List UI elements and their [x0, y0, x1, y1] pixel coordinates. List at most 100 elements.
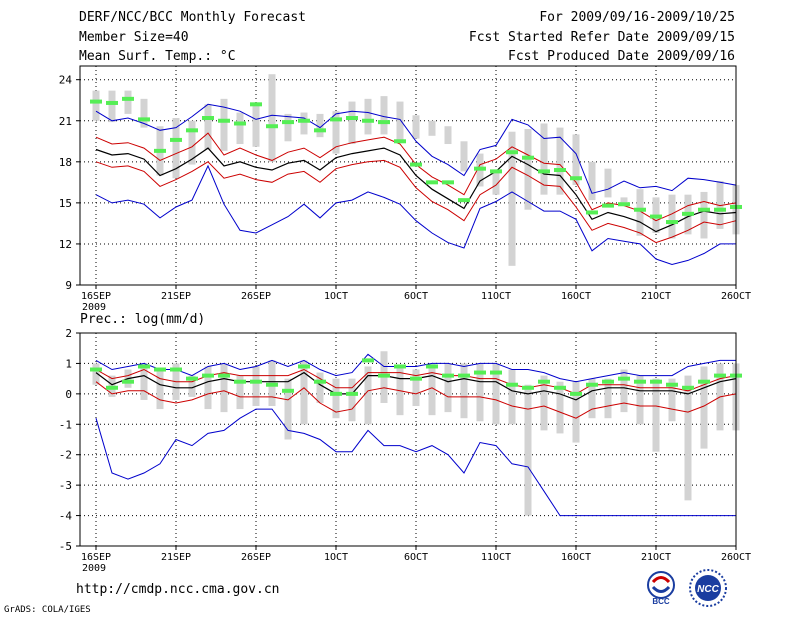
temp-member-box: [252, 104, 260, 147]
refer-date: Fcst Started Refer Date 2009/09/15: [468, 30, 735, 45]
temp-median-marker: [618, 202, 630, 207]
temp-median-marker: [218, 118, 230, 123]
prec-member-box: [604, 378, 612, 419]
member-size-label: Member Size=40: [79, 30, 189, 45]
temp-member-box: [492, 170, 500, 195]
prec-member-box: [636, 375, 644, 425]
prec-member-box: [332, 378, 340, 419]
temp-member-box: [284, 113, 292, 142]
prec-median-marker: [186, 376, 198, 381]
prec-median-marker: [458, 373, 470, 378]
temp-median-marker: [570, 176, 582, 181]
temp-member-box: [604, 168, 612, 198]
temp-median-marker: [330, 117, 342, 122]
temp-member-box: [668, 194, 676, 239]
temp-median-marker: [186, 128, 198, 133]
prec-member-box: [540, 375, 548, 431]
prec-spread-lower-line: [95, 381, 737, 419]
prec-member-box: [284, 378, 292, 440]
prec-median-marker: [666, 382, 678, 387]
temp-xtick-label: 6OCT: [404, 291, 428, 302]
prec-member-box: [572, 381, 580, 443]
prec-member-box: [684, 375, 692, 501]
prec-member-box: [700, 366, 708, 449]
ncc-logo: NCC: [689, 569, 727, 607]
prec-member-box: [668, 378, 676, 422]
prec-xtick-label: 21OCT: [641, 552, 671, 563]
precipitation-panel: Prec.: log(mm/d) -5 -4 -3 -2 -1 0 1 2 16SEP 21SEP 2…: [59, 312, 751, 574]
temp-median-marker: [154, 148, 166, 153]
prec-xaxis-year: 2009: [82, 563, 106, 574]
prec-spread-upper-line: [95, 368, 737, 395]
prec-member-box: [620, 369, 628, 413]
prec-median-marker: [698, 379, 710, 384]
temp-median-marker: [282, 120, 294, 125]
temp-xtick-label: 26OCT: [721, 291, 751, 302]
prec-member-box: [412, 369, 420, 407]
prec-median-marker: [154, 367, 166, 372]
temp-member-box: [268, 74, 276, 162]
temp-xtick-label: 11OCT: [481, 291, 511, 302]
prec-ytick-label: 1: [65, 357, 72, 370]
temp-median-marker: [698, 207, 710, 212]
prec-median-marker: [218, 373, 230, 378]
temp-median-marker: [202, 116, 214, 121]
prec-median-marker: [394, 364, 406, 369]
temp-median-marker: [458, 198, 470, 203]
prec-xtick-label: 11OCT: [481, 552, 511, 563]
temp-median-marker: [474, 166, 486, 171]
temp-xtick-label: 1OCT: [324, 291, 348, 302]
temp-median-marker: [426, 180, 438, 185]
temp-member-box: [140, 98, 148, 128]
prec-member-box: [460, 363, 468, 419]
temp-median-marker: [522, 155, 534, 160]
prec-median-marker: [474, 370, 486, 375]
temp-member-box: [332, 111, 340, 154]
prec-ytick-label: -1: [59, 418, 72, 431]
temp-median-marker: [234, 121, 246, 126]
temp-member-box: [364, 98, 372, 135]
temp-member-box: [108, 90, 116, 123]
temp-median-marker: [682, 211, 694, 216]
prec-median-marker: [714, 373, 726, 378]
temp-median-marker: [106, 100, 118, 105]
temp-median-marker: [90, 99, 102, 104]
prec-member-box: [316, 372, 324, 403]
temp-median-marker: [298, 118, 310, 123]
prec-member-box: [220, 363, 228, 413]
temp-median-marker: [378, 120, 390, 125]
temp-median-marker: [490, 169, 502, 174]
prec-median-marker: [106, 385, 118, 390]
temp-envelope-min-line: [95, 164, 736, 266]
prec-xtick-label: 16SEP: [81, 552, 111, 563]
temp-member-box: [700, 191, 708, 239]
temp-member-box: [620, 197, 628, 206]
prec-median-marker: [442, 373, 454, 378]
temp-member-box: [572, 134, 580, 186]
prec-median-marker: [586, 382, 598, 387]
temp-median-marker: [538, 169, 550, 174]
prec-ytick-label: 0: [65, 388, 72, 401]
temp-member-box: [188, 120, 196, 165]
temp-median-marker: [586, 210, 598, 215]
prec-xtick-label: 26OCT: [721, 552, 751, 563]
prec-ytick-label: -5: [59, 540, 72, 553]
temp-member-box: [380, 96, 388, 135]
prec-median-marker: [298, 364, 310, 369]
temp-median-marker: [410, 162, 422, 167]
prec-ytick-label: -2: [59, 449, 72, 462]
prec-median-marker: [378, 373, 390, 378]
temp-member-box: [460, 141, 468, 172]
forecast-period: For 2009/09/16-2009/10/25: [539, 10, 735, 25]
prec-member-box: [476, 363, 484, 422]
source-url[interactable]: http://cmdp.ncc.cma.gov.cn: [76, 582, 280, 597]
prec-median-marker: [90, 367, 102, 372]
prec-member-box: [428, 363, 436, 416]
temp-xtick-label: 26SEP: [241, 291, 271, 302]
prec-member-box: [524, 384, 532, 516]
prec-median-marker: [314, 379, 326, 384]
prec-median-marker: [266, 382, 278, 387]
prec-envelope-min-line: [95, 408, 736, 517]
prec-median-marker: [362, 358, 374, 363]
